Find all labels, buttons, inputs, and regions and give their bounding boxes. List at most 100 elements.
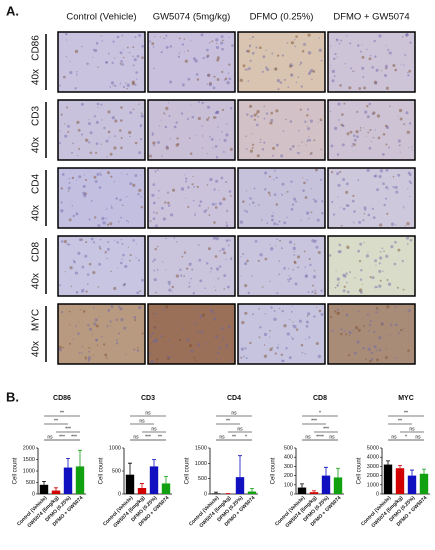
micrograph-texture	[239, 78, 243, 82]
micrograph-texture	[88, 141, 91, 144]
micrograph-texture	[255, 46, 258, 49]
micrograph-texture	[318, 37, 320, 39]
micrograph-texture	[288, 280, 290, 283]
micrograph-texture	[112, 40, 115, 43]
micrograph-texture	[319, 118, 323, 122]
micrograph-texture	[89, 131, 93, 135]
panel-label: B.	[6, 389, 19, 404]
micrograph-texture	[210, 137, 214, 141]
micrograph-texture	[353, 70, 355, 72]
micrograph-texture	[270, 306, 273, 309]
significance-label: ns	[305, 434, 311, 440]
micrograph-texture	[105, 139, 109, 143]
micrograph-texture	[301, 141, 303, 143]
micrograph-texture	[309, 70, 312, 74]
micrograph-texture	[123, 283, 126, 286]
micrograph-texture	[178, 52, 181, 55]
micrograph-texture	[63, 239, 68, 244]
micrograph-texture	[276, 346, 280, 349]
micrograph-texture	[382, 182, 385, 186]
significance-label: ns	[391, 434, 397, 440]
bar	[75, 466, 85, 494]
bar	[137, 488, 147, 494]
micrograph-texture	[132, 239, 135, 242]
micrograph-texture	[246, 259, 249, 263]
micrograph-texture	[262, 286, 264, 288]
micrograph-texture	[253, 113, 257, 117]
micrograph-texture	[226, 285, 230, 289]
micrograph-texture	[120, 137, 123, 139]
micrograph-texture	[165, 145, 169, 149]
micrograph-texture	[82, 184, 86, 188]
significance-label: ns	[409, 426, 415, 432]
micrograph-texture	[363, 86, 367, 90]
micrograph-texture	[312, 70, 316, 73]
micrograph-texture	[314, 289, 317, 292]
micrograph-texture	[209, 324, 211, 326]
micrograph-texture	[385, 254, 389, 258]
micrograph-texture	[215, 203, 217, 206]
error-bar	[140, 483, 144, 489]
bar	[297, 487, 307, 494]
error-bar	[78, 449, 82, 467]
micrograph-texture	[275, 176, 278, 179]
micrograph-texture	[246, 113, 249, 116]
y-tick-label: 5000	[367, 445, 379, 451]
micrograph-texture	[199, 314, 203, 319]
micrograph-texture	[77, 128, 81, 132]
micrograph-texture	[309, 153, 312, 156]
micrograph-texture	[292, 321, 294, 323]
y-tick-label: 1500	[195, 445, 207, 451]
micrograph-texture	[269, 347, 273, 352]
micrograph-texture	[126, 87, 128, 90]
micrograph-texture	[188, 137, 191, 139]
micrograph-texture	[273, 179, 275, 181]
micrograph-texture	[374, 55, 377, 58]
micrograph-texture	[186, 338, 190, 342]
micrograph-texture	[120, 106, 123, 109]
micrograph-texture	[281, 309, 284, 313]
significance-label: ns	[139, 418, 145, 424]
micrograph-texture	[282, 130, 285, 132]
micrograph-texture	[334, 53, 337, 56]
micrograph-texture	[156, 269, 159, 271]
micrograph-texture	[122, 85, 126, 89]
micrograph-texture	[384, 74, 388, 78]
bar	[125, 474, 135, 494]
micrograph-texture	[330, 171, 334, 174]
micrograph-texture	[198, 204, 201, 207]
micrograph-texture	[152, 217, 156, 220]
micrograph-texture	[357, 179, 360, 182]
micrograph-texture	[267, 191, 271, 195]
micrograph-texture	[315, 245, 319, 249]
micrograph-texture	[359, 288, 363, 292]
significance-label: ns	[415, 434, 421, 440]
micrograph-texture	[78, 175, 82, 179]
micrograph-texture	[168, 283, 171, 286]
significance-label: *	[319, 410, 321, 416]
micrograph-texture	[283, 267, 286, 270]
micrograph-texture	[149, 154, 152, 158]
micrograph-texture	[366, 313, 370, 316]
micrograph-texture	[287, 86, 290, 89]
micrograph-texture	[321, 212, 324, 215]
micrograph-texture	[89, 151, 93, 155]
micrograph-texture	[290, 208, 294, 211]
micrograph-texture	[251, 275, 253, 277]
micrograph-texture	[173, 125, 177, 129]
micrograph-texture	[192, 57, 197, 61]
micrograph-texture	[67, 124, 70, 128]
micrograph-texture	[332, 213, 336, 216]
micrograph-texture	[148, 352, 152, 355]
micrograph-texture	[309, 263, 312, 267]
micrograph-texture	[364, 208, 367, 211]
bar	[407, 475, 417, 494]
y-tick-label: 400	[284, 455, 293, 461]
micrograph-texture	[106, 357, 108, 359]
micrograph-texture	[330, 315, 333, 319]
micrograph-texture	[278, 273, 281, 276]
micrograph-texture	[60, 187, 63, 190]
micrograph-texture	[296, 151, 299, 154]
micrograph-texture	[152, 67, 155, 70]
micrograph-texture	[305, 144, 307, 146]
